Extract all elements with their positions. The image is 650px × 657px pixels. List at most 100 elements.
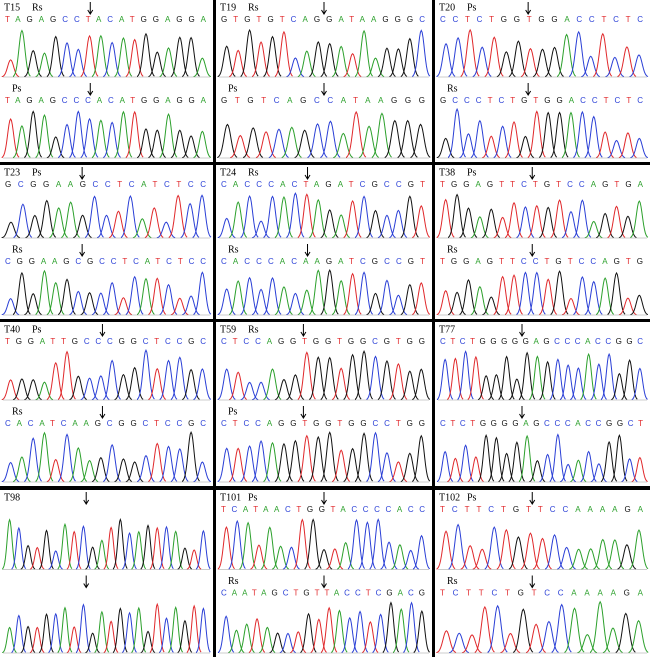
chromatogram-peak: [496, 528, 516, 570]
chromatogram-peak: [58, 433, 76, 482]
panel-id: T20: [439, 2, 455, 13]
chromatogram-peak: [217, 45, 236, 77]
chromatogram-peak: [413, 609, 430, 653]
chromatogram-peak: [573, 199, 592, 238]
chromatogram-peak: [520, 532, 540, 570]
arrow: [529, 492, 536, 505]
arrow: [529, 575, 536, 589]
chromatogram-peak: [607, 205, 626, 238]
chromatogram-peak: [412, 368, 431, 400]
trace-label: Rs: [228, 576, 239, 587]
arrow: [300, 324, 307, 337]
chromatogram-peak: [217, 217, 236, 239]
chromatogram-peak: [193, 368, 212, 400]
chromatogram-peak: [498, 355, 515, 400]
chromatogram-peak: [630, 137, 649, 159]
chromatogram-peak: [377, 452, 396, 482]
panel: [0, 0, 213, 162]
chromatogram-peak: [580, 352, 597, 400]
chromatogram-peak: [346, 110, 367, 158]
chromatogram-peak: [240, 28, 259, 77]
chromatogram-peak: [487, 604, 508, 653]
chromatogram-peak: [61, 201, 80, 238]
chromatogram-peak: [484, 36, 504, 77]
trace-label: Rs: [248, 324, 259, 335]
chromatogram-peak: [66, 626, 82, 653]
chromatogram-peak: [170, 356, 189, 400]
chromatogram-peak: [144, 207, 164, 238]
chromatogram-peak: [13, 203, 33, 238]
chromatogram-peak: [397, 119, 418, 158]
chromatogram-peak: [240, 276, 259, 315]
arrow: [529, 244, 536, 257]
chromatogram-peak: [436, 450, 454, 482]
panel-id: T38: [439, 167, 455, 178]
chromatogram-peak: [46, 458, 65, 483]
chromatogram-peak: [195, 607, 211, 653]
chromatogram-peak: [76, 525, 91, 570]
arrow: [519, 406, 525, 419]
panel-id: T15: [4, 2, 20, 13]
chromatogram-peak: [615, 612, 636, 653]
chromatogram-peak: [410, 123, 431, 158]
chromatogram-peak: [371, 112, 392, 158]
chromatogram-peak: [320, 431, 339, 482]
panel: [0, 490, 213, 657]
chromatogram-peak: [114, 297, 133, 316]
arrow: [83, 492, 90, 505]
chromatogram-peak: [94, 610, 110, 653]
arrow: [321, 492, 327, 505]
chromatogram-peak: [580, 450, 597, 482]
chromatogram-peak: [261, 526, 279, 570]
chromatogram-peak: [561, 297, 580, 316]
chromatogram-peak: [564, 607, 585, 653]
chromatogram-peak: [584, 115, 603, 158]
trace-label: Rs: [248, 2, 259, 13]
chromatogram-peak: [193, 130, 212, 158]
arrow: [529, 167, 536, 180]
trace-label: Ps: [228, 406, 238, 417]
chromatogram-peak: [617, 46, 637, 77]
chromatogram-peak: [366, 209, 385, 238]
chromatogram-peak: [243, 127, 264, 158]
chromatogram-peak: [137, 32, 155, 77]
trace-label: Rs: [447, 244, 458, 255]
chromatogram-peak: [508, 40, 528, 77]
chromatogram-peak: [229, 371, 248, 400]
arrow: [79, 244, 86, 257]
chromatogram-peak: [251, 381, 270, 401]
chromatogram-peak: [217, 123, 238, 158]
trace-label: Ps: [32, 167, 42, 178]
chromatogram-peak: [35, 114, 54, 158]
trace-label: Ps: [12, 83, 22, 94]
panel-id: T19: [220, 2, 236, 13]
arrow: [99, 406, 106, 419]
chromatogram-peak: [57, 606, 73, 653]
arrow: [525, 2, 532, 15]
chromatogram-peak: [73, 214, 92, 239]
chromatogram-peak: [337, 541, 355, 570]
chromatogram-peak: [156, 221, 176, 239]
chromatogram-peak: [402, 549, 420, 570]
chromatogram-peak: [170, 129, 189, 158]
chromatogram-peak: [192, 194, 212, 238]
trace-label: Rs: [248, 167, 259, 178]
trace-label: Rs: [32, 2, 43, 13]
panel: [435, 490, 650, 657]
chromatogram-peak: [412, 29, 431, 77]
trace-label: Rs: [447, 83, 458, 94]
trace-label: Ps: [248, 492, 258, 503]
panel: [216, 165, 432, 319]
chromatogram-peak: [545, 534, 564, 570]
chromatogram-peak: [182, 36, 200, 77]
chromatogram-peak: [35, 431, 54, 482]
chromatogram-peak: [263, 368, 282, 400]
chromatogram-peak: [297, 193, 316, 238]
chromatogram-peak: [12, 29, 31, 77]
chromatogram-peak: [460, 28, 480, 77]
